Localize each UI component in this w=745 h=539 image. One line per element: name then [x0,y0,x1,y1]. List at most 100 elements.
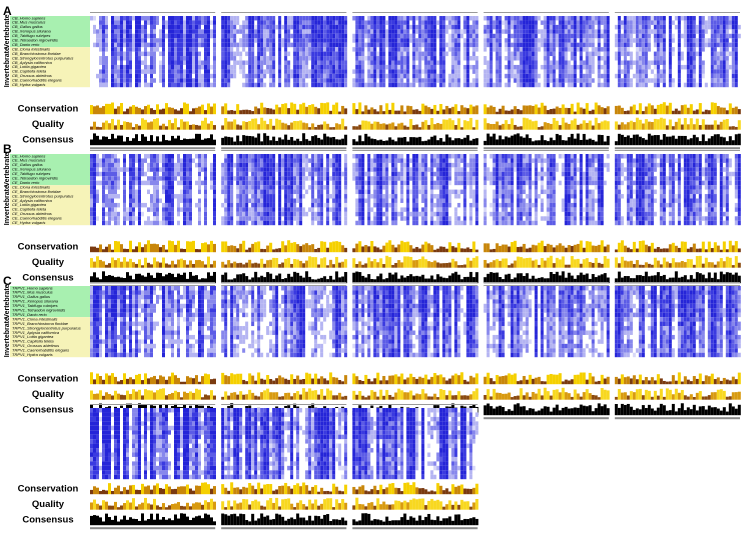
residue [278,64,282,70]
residue [367,82,371,88]
residue [522,73,526,79]
residue [341,69,345,74]
residue [472,29,476,34]
residue [367,207,371,212]
residue [108,194,111,199]
residue [248,162,252,168]
conservation-bar [662,102,666,115]
residue [421,42,425,48]
residue [224,180,228,186]
residue [376,33,380,39]
residue [171,211,174,217]
residue [668,82,672,88]
residue [498,69,502,74]
residue [522,64,526,70]
residue [436,167,440,172]
residue [144,60,147,65]
residue [257,20,261,25]
residue [442,69,446,74]
residue [439,73,443,79]
residue [108,198,111,203]
residue [299,176,303,181]
residue [236,47,240,52]
quality-bar [168,119,171,130]
residue [269,73,273,79]
residue [463,73,467,79]
residue [737,33,741,39]
residue [126,82,129,88]
residue [135,154,138,159]
residue [376,180,380,186]
residue [370,82,374,88]
residue [472,33,476,39]
residue [123,20,126,25]
residue [424,64,428,70]
residue [409,24,413,30]
consensus-bar [498,135,502,146]
residue [195,82,198,88]
residue [230,73,234,79]
quality-bar [317,124,321,130]
residue [361,185,365,190]
residue [186,167,189,172]
residue [314,47,318,52]
residue [361,38,365,43]
residue [120,42,123,48]
residue [317,158,321,163]
residue [531,60,535,65]
consensus-bar [680,135,684,146]
residue [230,207,234,212]
conservation-bar [617,105,621,115]
conservation-bar [111,102,114,115]
residue [361,189,365,195]
residue [513,29,517,34]
residue [689,60,693,65]
residue [433,51,437,57]
consensus-bar [668,136,672,146]
residue [138,176,141,181]
conservation-bar [543,105,547,115]
residue [248,189,252,195]
residue [594,33,598,39]
conservation-bar [600,107,604,115]
residue [543,78,547,83]
conservation-bar [737,109,741,115]
residue [213,29,216,34]
conservation-bar [114,108,117,115]
residue [210,167,213,172]
residue [576,29,580,34]
residue [171,78,174,83]
residue [135,73,138,79]
consensus-bar [466,135,470,146]
residue [734,64,738,70]
residue [469,24,473,30]
residue [623,82,627,88]
residue [150,42,153,48]
residue [299,29,303,34]
quality-bar [451,120,455,130]
residue [498,78,502,83]
residue [221,64,225,70]
conservation-bar [263,107,267,115]
residue [144,20,147,25]
residue [430,60,434,65]
residue [421,220,425,226]
residue [662,38,666,43]
quality-track [90,117,216,130]
residue [183,162,186,168]
residue [102,60,105,65]
residue [412,185,416,190]
consensus-bar [195,133,198,146]
consensus-bar [99,139,102,146]
residue [320,16,324,21]
residue [692,82,696,88]
residue [445,51,449,57]
consensus-bar [692,134,696,146]
residue [144,154,147,159]
residue [332,56,336,61]
residue [698,82,702,88]
consensus-bar [221,137,225,146]
residue [531,51,535,57]
residue [394,154,398,159]
residue [501,29,505,34]
